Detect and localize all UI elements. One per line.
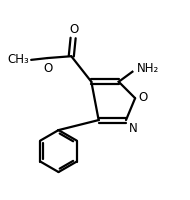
Text: CH₃: CH₃: [8, 53, 29, 66]
Text: O: O: [139, 91, 148, 104]
Text: N: N: [129, 122, 138, 135]
Text: O: O: [69, 23, 79, 36]
Text: O: O: [43, 62, 52, 75]
Text: NH₂: NH₂: [137, 62, 159, 75]
